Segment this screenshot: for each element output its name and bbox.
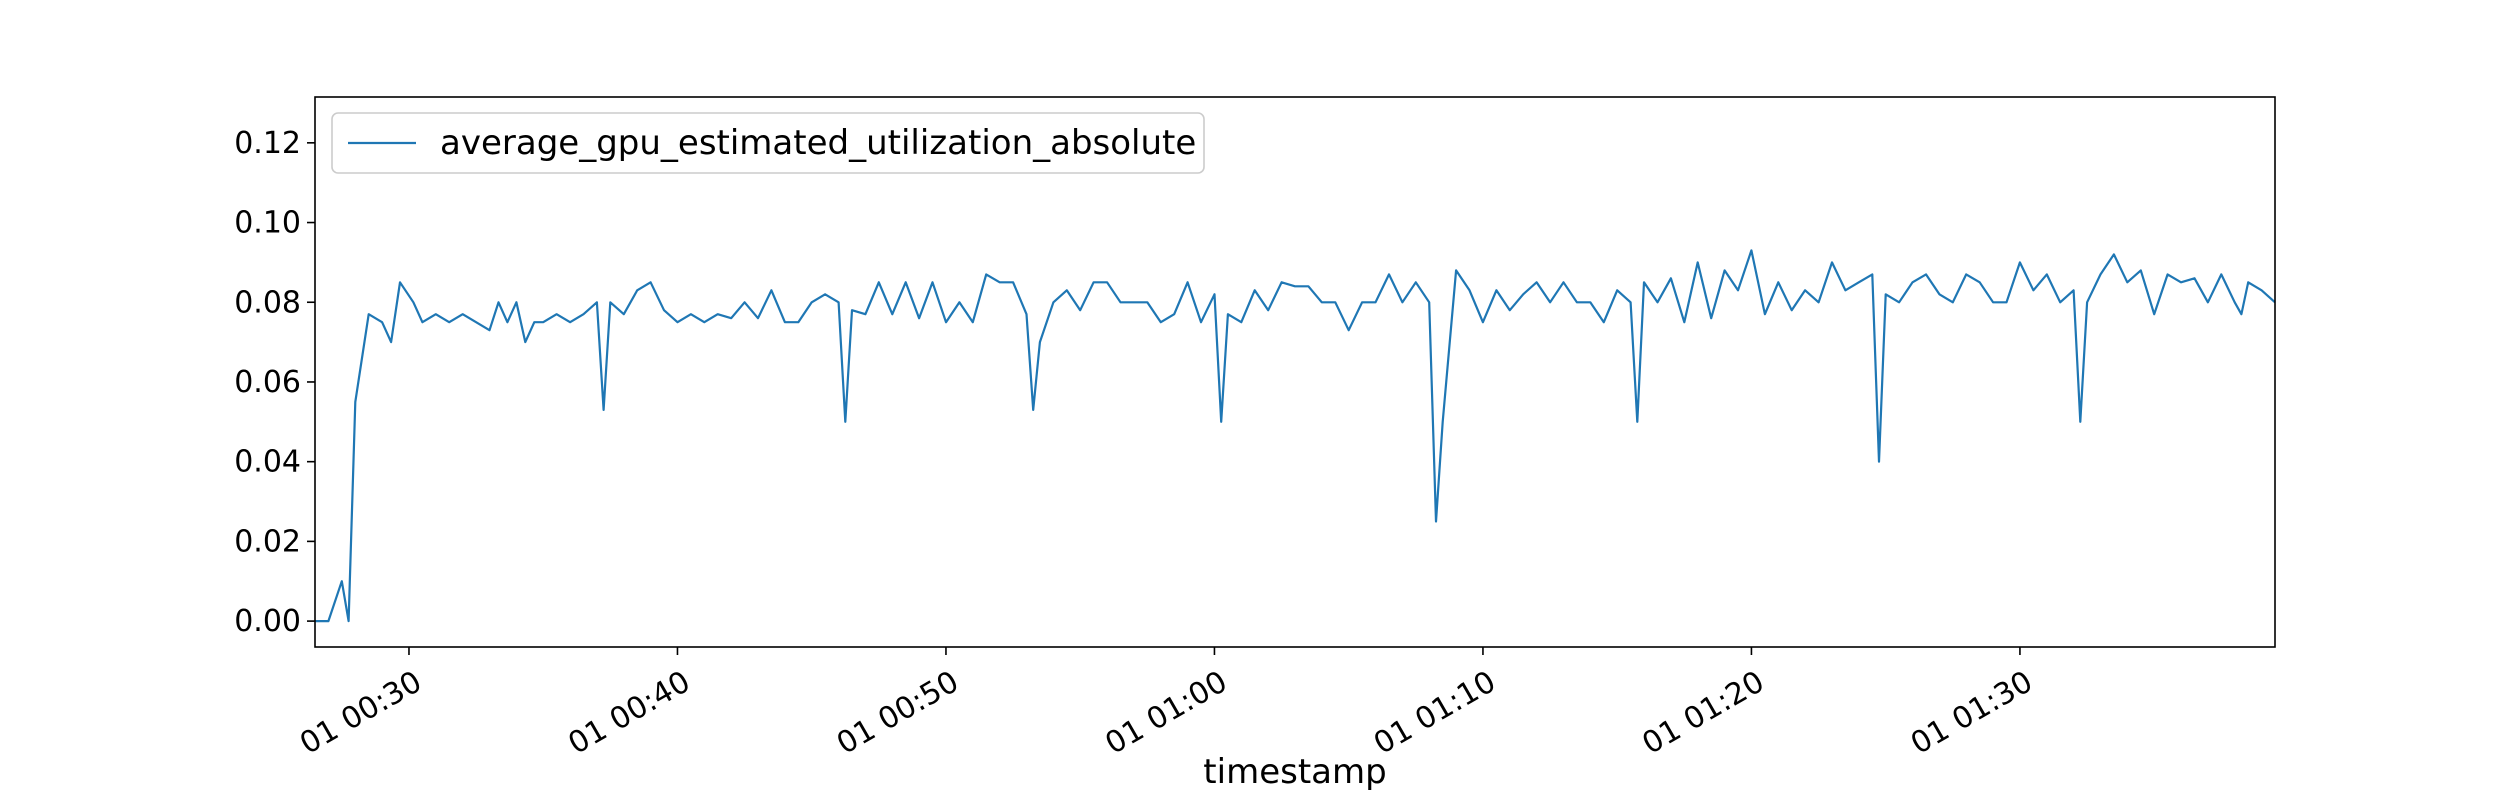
x-tick-label: 01 01:30 — [1905, 664, 2039, 761]
x-tick-label: 01 01:10 — [1368, 664, 1502, 761]
x-tick-label: 01 00:30 — [294, 664, 428, 761]
y-axis-ticks: 0.00 0.02 0.04 0.06 0.08 0.10 0.12 — [234, 126, 315, 639]
x-axis-ticks: 01 00:30 01 00:40 01 00:50 01 01:00 01 01:10… — [294, 647, 2039, 762]
plot-area-frame — [314, 96, 2276, 648]
legend: average_gpu_estimated_utilization_absolu… — [331, 112, 1205, 174]
y-tick-label: 0.12 — [234, 126, 301, 161]
legend-label: average_gpu_estimated_utilization_absolu… — [440, 123, 1196, 163]
x-tick-label: 01 00:40 — [563, 664, 697, 761]
series-layer — [315, 249, 2276, 623]
series-line-0 — [315, 249, 2276, 623]
y-tick-label: 0.06 — [234, 365, 301, 400]
y-tick-label: 0.00 — [234, 604, 301, 639]
x-tick-label: 01 00:50 — [831, 664, 965, 761]
y-tick-label: 0.04 — [234, 445, 301, 480]
y-tick-label: 0.02 — [234, 524, 301, 559]
legend-frame — [331, 112, 1205, 174]
x-tick-label: 01 01:00 — [1100, 664, 1234, 761]
y-tick-label: 0.10 — [234, 206, 301, 241]
x-axis-label: timestamp — [1203, 752, 1386, 792]
y-tick-label: 0.08 — [234, 285, 301, 320]
x-tick-label: 01 01:20 — [1637, 664, 1771, 761]
